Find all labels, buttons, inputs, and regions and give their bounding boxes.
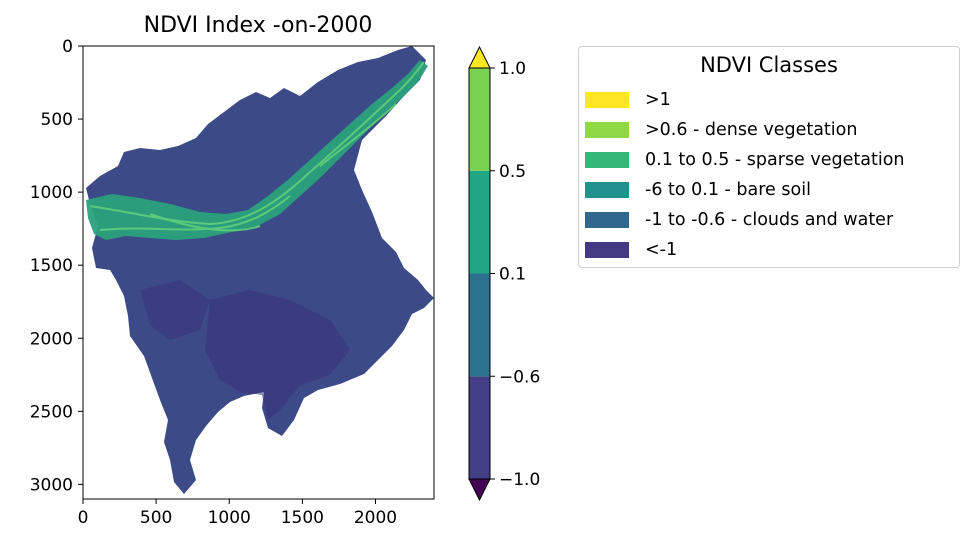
legend-item: 0.1 to 0.5 - sparse vegetation bbox=[585, 149, 905, 171]
colorbar-band bbox=[469, 68, 490, 171]
x-tick-label: 0 bbox=[78, 508, 89, 528]
legend-label: -1 to -0.6 - clouds and water bbox=[645, 210, 894, 230]
legend-swatch bbox=[585, 122, 629, 138]
region-dark-patch bbox=[205, 290, 350, 420]
river-channels bbox=[89, 61, 425, 232]
legend-label: <-1 bbox=[645, 240, 678, 260]
map-area bbox=[82, 45, 435, 500]
region-dark-patch-2 bbox=[140, 280, 210, 340]
legend-label: -6 to 0.1 - bare soil bbox=[645, 180, 811, 200]
legend-item: >0.6 - dense vegetation bbox=[585, 119, 857, 141]
legend-label: >0.6 - dense vegetation bbox=[645, 120, 858, 140]
y-tick-label: 500 bbox=[41, 110, 73, 130]
plot-frame bbox=[82, 45, 435, 500]
y-tick-label: 2000 bbox=[30, 329, 73, 349]
y-tick-label: 0 bbox=[62, 37, 73, 57]
y-tick-label: 1000 bbox=[30, 183, 73, 203]
y-axis: 0 500 1000 1500 2000 2500 3000 bbox=[30, 37, 83, 495]
legend-item: -6 to 0.1 - bare soil bbox=[585, 179, 811, 201]
legend-item: >1 bbox=[585, 89, 671, 111]
x-tick-label: 500 bbox=[140, 508, 172, 528]
legend-item: -1 to -0.6 - clouds and water bbox=[585, 209, 893, 231]
y-tick-label: 2500 bbox=[30, 402, 73, 422]
colorbar-band bbox=[469, 273, 490, 377]
colorbar-tick-label: 1.0 bbox=[499, 59, 526, 79]
colorbar-over-arrow bbox=[468, 45, 491, 69]
y-tick-label: 1500 bbox=[30, 256, 73, 276]
legend-swatch bbox=[585, 212, 629, 228]
x-axis: 0 500 1000 1500 2000 bbox=[78, 499, 397, 528]
x-tick-label: 2000 bbox=[354, 508, 397, 528]
colorbar-tick-label: −1.0 bbox=[499, 470, 540, 490]
colorbar-tick-label: 0.1 bbox=[499, 265, 526, 285]
colorbar-band bbox=[469, 170, 490, 274]
legend-label: >1 bbox=[645, 90, 671, 110]
x-tick-label: 1000 bbox=[208, 508, 251, 528]
x-tick-label: 1500 bbox=[281, 508, 324, 528]
legend: NDVI Classes >1 >0.6 - dense vegetation … bbox=[578, 46, 960, 268]
legend-label: 0.1 to 0.5 - sparse vegetation bbox=[645, 150, 905, 170]
colorbar-tick-label: −0.6 bbox=[499, 367, 540, 387]
legend-swatch bbox=[585, 152, 629, 168]
colorbar-under-arrow bbox=[468, 478, 491, 502]
chart-title: NDVI Index -on-2000 bbox=[144, 13, 373, 38]
legend-swatch bbox=[585, 92, 629, 108]
colorbar: −1.0 −0.6 0.1 0.5 1.0 bbox=[468, 45, 540, 502]
colorbar-band bbox=[469, 376, 490, 479]
legend-title: NDVI Classes bbox=[700, 53, 838, 77]
river-vegetation-band bbox=[86, 60, 428, 240]
legend-item: <-1 bbox=[585, 239, 677, 261]
legend-swatch bbox=[585, 242, 629, 258]
colorbar-tick-label: 0.5 bbox=[499, 162, 526, 182]
legend-swatch bbox=[585, 182, 629, 198]
y-tick-label: 3000 bbox=[30, 475, 73, 495]
region-shape bbox=[86, 46, 434, 494]
